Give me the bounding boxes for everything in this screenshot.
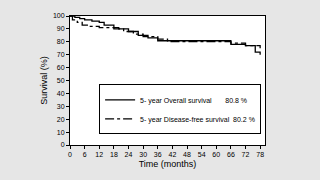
svg-text:12: 12 — [95, 151, 103, 158]
svg-text:24: 24 — [125, 151, 133, 158]
svg-text:30: 30 — [139, 151, 147, 158]
svg-text:54: 54 — [198, 151, 206, 158]
svg-text:Time (months): Time (months) — [139, 159, 197, 169]
svg-text:66: 66 — [227, 151, 235, 158]
svg-text:90: 90 — [57, 25, 65, 32]
svg-text:18: 18 — [110, 151, 118, 158]
svg-text:72: 72 — [242, 151, 250, 158]
svg-text:50: 50 — [57, 77, 65, 84]
svg-text:60: 60 — [57, 64, 65, 71]
svg-text:10: 10 — [57, 129, 65, 136]
svg-text:42: 42 — [168, 151, 176, 158]
svg-text:Survival (%): Survival (%) — [39, 56, 49, 105]
svg-text:40: 40 — [57, 90, 65, 97]
svg-text:5- year Overall survival: 5- year Overall survival 80.8 % — [140, 97, 247, 105]
svg-text:78: 78 — [256, 151, 264, 158]
svg-text:20: 20 — [57, 116, 65, 123]
svg-text:30: 30 — [57, 103, 65, 110]
svg-text:0: 0 — [61, 141, 65, 148]
svg-text:6: 6 — [83, 151, 87, 158]
svg-text:80: 80 — [57, 38, 65, 45]
svg-text:0: 0 — [68, 151, 72, 158]
svg-text:70: 70 — [57, 51, 65, 58]
svg-text:60: 60 — [212, 151, 220, 158]
svg-text:5- year Disease-free survival: 5- year Disease-free survival 80.2 % — [140, 116, 255, 124]
svg-text:36: 36 — [154, 151, 162, 158]
svg-text:48: 48 — [183, 151, 191, 158]
svg-text:100: 100 — [53, 12, 65, 19]
